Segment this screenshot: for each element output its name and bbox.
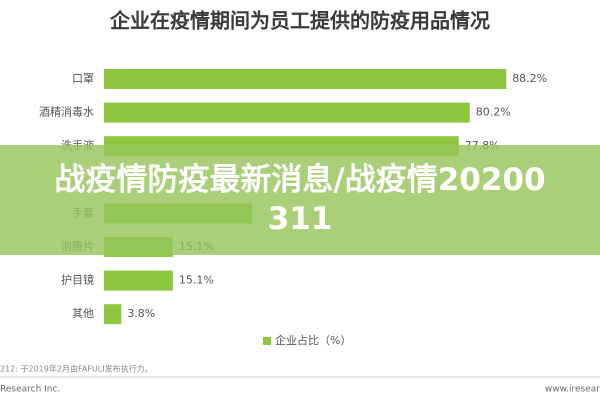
legend-label: 企业占比（%）: [275, 333, 351, 347]
value-label: 80.2%: [476, 106, 511, 119]
y-tick-label: 口罩: [72, 72, 94, 85]
y-tick-label: 其他: [72, 307, 94, 320]
bar: [104, 69, 507, 89]
bar: [104, 304, 122, 325]
bar: [104, 270, 173, 291]
legend-swatch: [263, 337, 271, 345]
value-label: 3.8%: [127, 307, 155, 320]
bar: [104, 102, 470, 123]
footer-left: Research Inc.: [0, 385, 60, 395]
banner-text: 战疫情防疫最新消息/战疫情20200311: [54, 162, 546, 237]
banner: 战疫情防疫最新消息/战疫情20200311: [0, 145, 600, 255]
footer-right: www.iresear: [545, 385, 600, 395]
value-label: 15.1%: [179, 274, 214, 287]
footer-note: 212: 于2019年2月由FAFULI发布执行力。: [0, 364, 153, 374]
y-tick-label: 酒精消毒水: [39, 105, 94, 119]
y-tick-label: 护目镜: [61, 273, 94, 287]
chart-title: 企业在疫情期间为员工提供的防疫用品情况: [109, 9, 490, 33]
value-label: 88.2%: [512, 72, 547, 85]
